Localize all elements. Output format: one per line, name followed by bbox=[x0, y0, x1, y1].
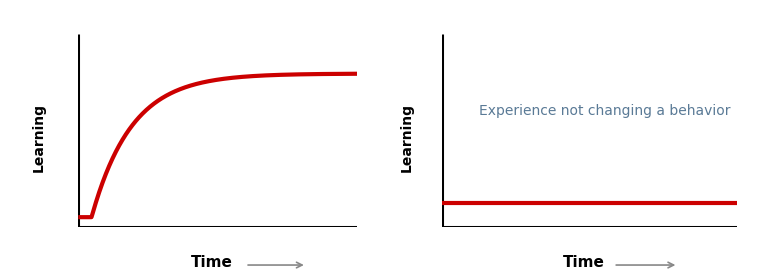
Text: Learning: Learning bbox=[400, 103, 414, 172]
Text: Experience not changing a behavior: Experience not changing a behavior bbox=[479, 104, 730, 119]
Text: Time: Time bbox=[563, 255, 605, 270]
Text: Learning: Learning bbox=[32, 103, 46, 172]
Text: Time: Time bbox=[191, 255, 233, 270]
